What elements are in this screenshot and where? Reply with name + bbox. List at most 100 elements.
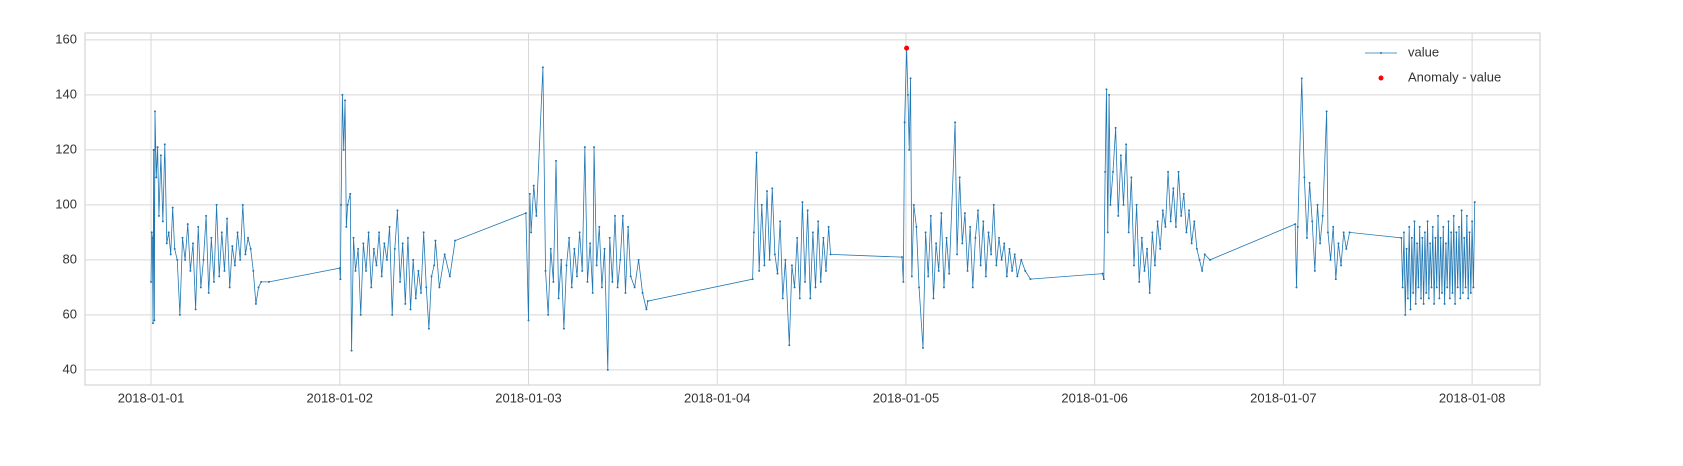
- point: [1321, 214, 1324, 217]
- point: [752, 231, 755, 234]
- point: [1016, 275, 1019, 278]
- point: [961, 242, 964, 245]
- point: [1185, 231, 1188, 234]
- point: [372, 247, 375, 250]
- point: [611, 280, 614, 283]
- point: [1319, 242, 1322, 245]
- point: [1450, 231, 1453, 234]
- point: [621, 214, 624, 217]
- point: [1467, 297, 1470, 300]
- point: [254, 302, 257, 305]
- point: [758, 269, 761, 272]
- point: [1429, 242, 1432, 245]
- point: [1013, 253, 1016, 256]
- point: [1332, 225, 1335, 228]
- point: [215, 203, 218, 206]
- point: [171, 206, 174, 209]
- point: [1404, 313, 1407, 316]
- point: [1117, 214, 1120, 217]
- point: [1469, 291, 1472, 294]
- point: [1444, 242, 1447, 245]
- point: [1345, 247, 1348, 250]
- point: [606, 368, 609, 371]
- point: [1195, 247, 1198, 250]
- point: [1135, 203, 1138, 206]
- x-tick-label: 2018-01-04: [684, 390, 751, 405]
- point: [189, 269, 192, 272]
- point: [1011, 269, 1014, 272]
- point: [829, 253, 832, 256]
- point: [1422, 302, 1425, 305]
- point: [570, 286, 573, 289]
- point: [169, 253, 172, 256]
- point: [161, 220, 164, 223]
- point: [167, 231, 170, 234]
- point: [1337, 242, 1340, 245]
- point: [268, 280, 271, 283]
- point: [603, 247, 606, 250]
- point: [583, 146, 586, 149]
- point: [1172, 187, 1175, 190]
- point: [249, 247, 252, 250]
- point: [199, 286, 202, 289]
- point: [549, 247, 552, 250]
- point: [1430, 286, 1433, 289]
- point: [340, 203, 343, 206]
- point: [1208, 258, 1211, 261]
- point: [1000, 258, 1003, 261]
- point: [637, 258, 640, 261]
- point: [350, 349, 353, 352]
- x-tick-label: 2018-01-07: [1250, 390, 1317, 405]
- point: [385, 258, 388, 261]
- point: [811, 231, 814, 234]
- point: [393, 247, 396, 250]
- point: [1431, 225, 1434, 228]
- legend-label: value: [1408, 44, 1439, 59]
- point: [417, 269, 420, 272]
- point: [1440, 291, 1443, 294]
- point: [562, 327, 565, 330]
- point: [595, 264, 598, 267]
- point: [992, 203, 995, 206]
- point: [223, 269, 226, 272]
- point: [1313, 269, 1316, 272]
- point: [1180, 214, 1183, 217]
- point: [535, 214, 538, 217]
- point: [801, 201, 804, 204]
- point: [430, 275, 433, 278]
- point: [1405, 247, 1408, 250]
- x-tick-label: 2018-01-05: [873, 390, 940, 405]
- point: [530, 231, 533, 234]
- point: [902, 280, 905, 283]
- point: [974, 236, 977, 239]
- point: [1410, 236, 1413, 239]
- point: [555, 159, 558, 162]
- point: [793, 286, 796, 289]
- point: [1465, 214, 1468, 217]
- point: [987, 231, 990, 234]
- plot-frame: [84, 32, 1541, 386]
- point: [565, 264, 568, 267]
- point: [984, 275, 987, 278]
- point: [443, 253, 446, 256]
- point: [1020, 258, 1023, 261]
- point: [1409, 308, 1412, 311]
- point: [929, 214, 932, 217]
- legend-marker: [1378, 75, 1384, 81]
- point: [1316, 203, 1319, 206]
- point: [454, 239, 457, 242]
- point: [627, 225, 630, 228]
- point: [378, 231, 381, 234]
- point: [524, 212, 527, 215]
- point: [796, 236, 799, 239]
- point: [212, 280, 215, 283]
- point: [908, 148, 911, 151]
- point: [375, 264, 378, 267]
- point: [633, 286, 636, 289]
- point: [173, 247, 176, 250]
- point: [817, 220, 820, 223]
- point: [824, 269, 827, 272]
- point: [380, 275, 383, 278]
- point: [532, 184, 535, 187]
